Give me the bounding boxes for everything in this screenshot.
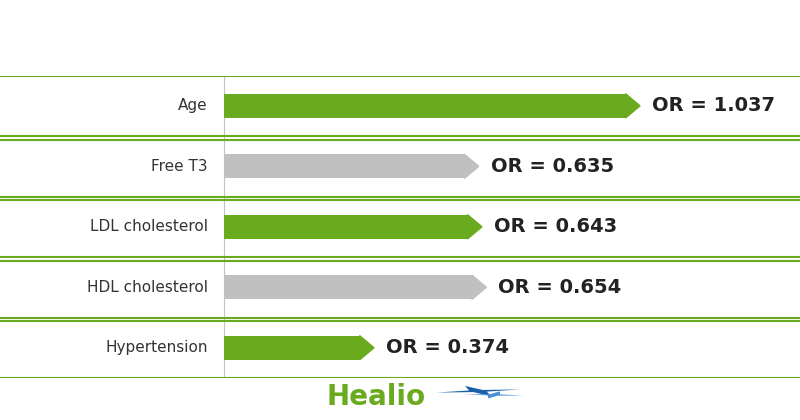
Bar [224,154,464,178]
Polygon shape [467,215,482,239]
Polygon shape [472,275,486,299]
Polygon shape [626,94,640,118]
Text: Risk factors associated with diabetes among adults with thyroid nodules: Risk factors associated with diabetes am… [14,26,752,44]
Polygon shape [436,386,520,396]
Bar [224,215,467,239]
Text: Healio: Healio [326,383,426,411]
Text: OR = 0.643: OR = 0.643 [494,217,617,236]
Polygon shape [465,391,523,399]
Polygon shape [360,336,374,360]
Bar [224,336,360,360]
Text: HDL cholesterol: HDL cholesterol [87,280,208,295]
Polygon shape [464,154,478,178]
Bar [224,275,472,299]
Text: OR = 0.635: OR = 0.635 [490,157,614,176]
Text: LDL cholesterol: LDL cholesterol [90,219,208,234]
Text: OR = 0.654: OR = 0.654 [498,278,622,297]
Text: Hypertension: Hypertension [106,340,208,355]
Bar [224,94,626,118]
Text: Age: Age [178,98,208,113]
Text: Free T3: Free T3 [151,159,208,174]
Text: OR = 0.374: OR = 0.374 [386,338,509,357]
Text: OR = 1.037: OR = 1.037 [652,96,775,116]
